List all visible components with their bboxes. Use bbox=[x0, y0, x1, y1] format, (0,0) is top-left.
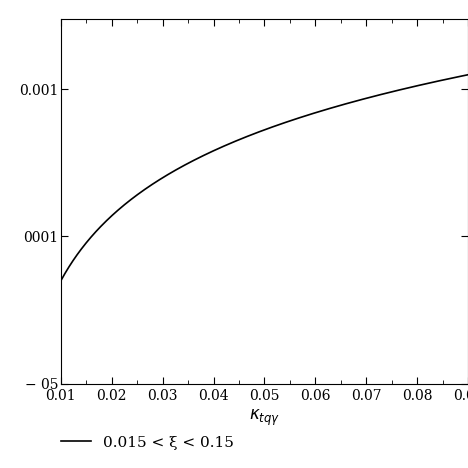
Legend: 0.015 < ξ < 0.15: 0.015 < ξ < 0.15 bbox=[54, 430, 240, 456]
X-axis label: $\kappa_{tq\gamma}$: $\kappa_{tq\gamma}$ bbox=[249, 408, 280, 428]
